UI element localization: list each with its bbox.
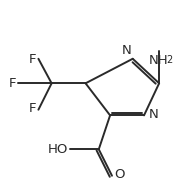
Text: N: N — [149, 108, 158, 121]
Text: F: F — [29, 102, 36, 115]
Text: N: N — [122, 44, 132, 57]
Text: HO: HO — [48, 143, 69, 156]
Text: 2: 2 — [166, 55, 173, 65]
Text: F: F — [8, 77, 16, 90]
Text: F: F — [29, 53, 36, 66]
Text: O: O — [114, 168, 124, 181]
Text: NH: NH — [148, 54, 168, 67]
